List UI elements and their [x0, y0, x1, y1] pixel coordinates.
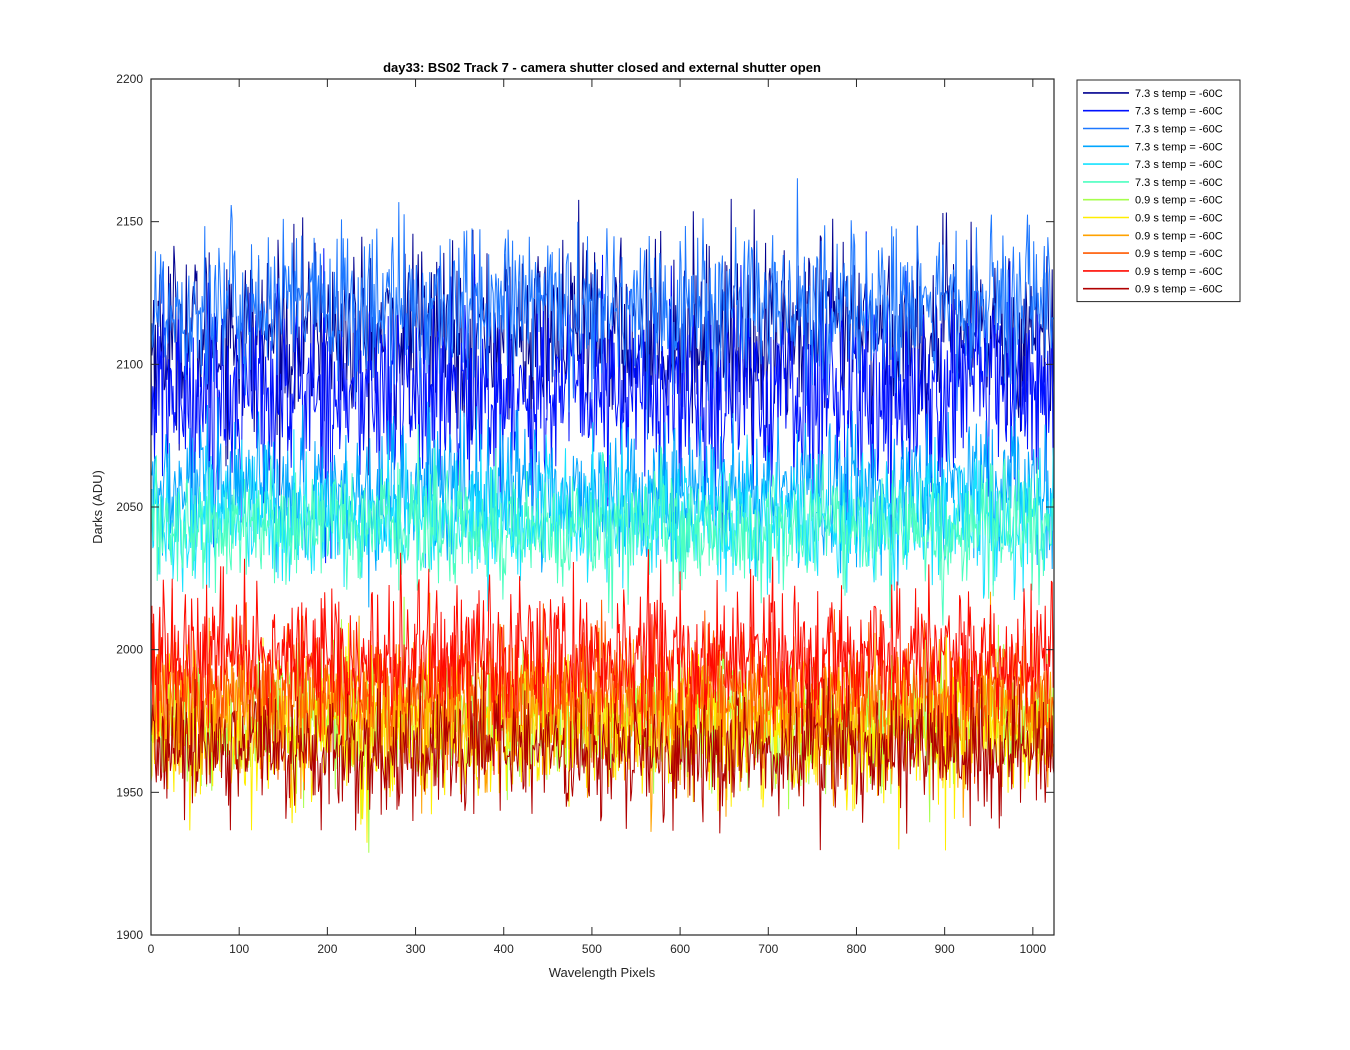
legend-entry-label: 7.3 s temp = -60C: [1135, 159, 1223, 171]
y-tick-label: 2000: [116, 643, 143, 657]
y-tick-label: 2100: [116, 357, 143, 371]
data-traces: [150, 178, 1055, 853]
y-tick-label: 1950: [116, 785, 143, 799]
y-tick-label: 2150: [116, 215, 143, 229]
legend-entry-label: 0.9 s temp = -60C: [1135, 213, 1223, 225]
x-tick-label: 200: [317, 942, 337, 956]
legend-entry-label: 7.3 s temp = -60C: [1135, 141, 1223, 153]
series-line-11: [150, 549, 1055, 775]
x-tick-label: 400: [494, 942, 514, 956]
legend-entry-label: 7.3 s temp = -60C: [1135, 88, 1223, 100]
legend-entry-label: 0.9 s temp = -60C: [1135, 230, 1223, 242]
x-axis-ticks: 0 100 200 300 400 500 600 700 800 900 1000: [148, 79, 1047, 956]
x-tick-label: 0: [148, 942, 155, 956]
legend-entry-label: 7.3 s temp = -60C: [1135, 177, 1223, 189]
legend-entry-label: 0.9 s temp = -60C: [1135, 284, 1223, 296]
legend-box: [1076, 79, 1241, 303]
series-line-3: [150, 178, 1055, 440]
x-tick-label: 100: [229, 942, 249, 956]
legend-entry-label: 7.3 s temp = -60C: [1135, 106, 1223, 118]
x-tick-label: 300: [406, 942, 426, 956]
x-tick-label: 1000: [1019, 942, 1046, 956]
legend-entry-label: 0.9 s temp = -60C: [1135, 195, 1223, 207]
y-axis-label: Darks (ADU): [90, 470, 105, 544]
x-axis-label: Wavelength Pixels: [549, 965, 656, 980]
series-line-12: [150, 658, 1055, 851]
y-tick-label: 2050: [116, 500, 143, 514]
y-tick-label: 1900: [116, 928, 143, 942]
x-tick-label: 800: [846, 942, 866, 956]
series-line-6: [150, 424, 1055, 629]
chart-title: day33: BS02 Track 7 - camera shutter clo…: [383, 60, 821, 75]
legend-entry-label: 0.9 s temp = -60C: [1135, 266, 1223, 278]
y-tick-label: 2200: [116, 72, 143, 86]
x-tick-label: 500: [582, 942, 602, 956]
series-line-2: [150, 231, 1055, 564]
x-tick-label: 600: [670, 942, 690, 956]
legend-entry-label: 7.3 s temp = -60C: [1135, 124, 1223, 136]
x-tick-label: 900: [935, 942, 955, 956]
series-line-4: [150, 397, 1055, 608]
legend: 7.3 s temp = -60C 7.3 s temp = -60C 7.3 s …: [1076, 79, 1241, 303]
x-tick-label: 700: [758, 942, 778, 956]
series-line-5: [150, 420, 1055, 612]
legend-entry-label: 0.9 s temp = -60C: [1135, 248, 1223, 260]
y-axis-ticks: 1900 1950 2000 2050 2100 2150 2200: [116, 72, 1054, 942]
